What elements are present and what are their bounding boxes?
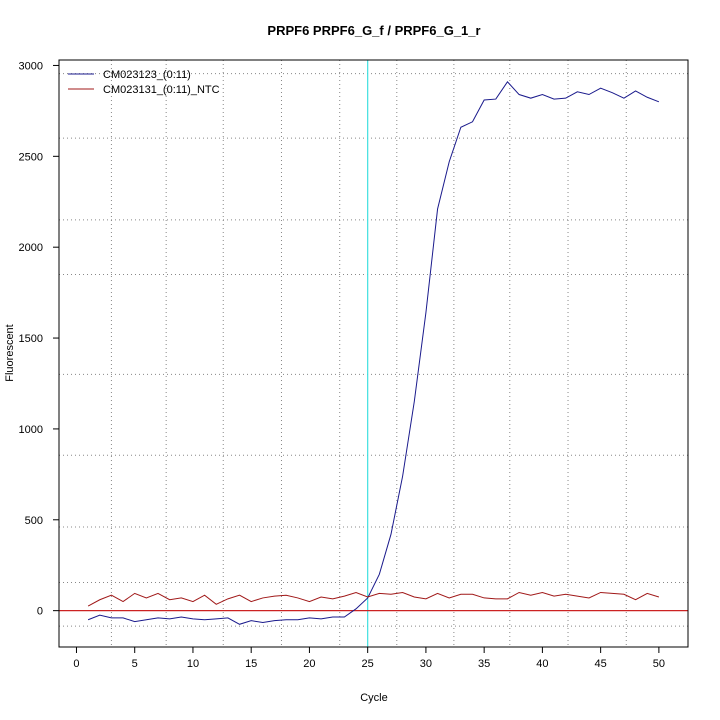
series-lines <box>87 81 660 625</box>
x-tick-label: 40 <box>536 658 548 670</box>
x-tick-label: 35 <box>478 658 490 670</box>
y-tick-label: 3000 <box>19 60 43 72</box>
x-tick-label: 50 <box>653 658 665 670</box>
x-axis-title: Cycle <box>360 692 388 704</box>
plot-frame <box>58 59 689 648</box>
legend: CM023123_(0:11) CM023131_(0:11)_NTC <box>68 69 220 96</box>
y-tick-label: 1000 <box>19 424 43 436</box>
x-tick-label: 0 <box>73 658 79 670</box>
reference-lines <box>59 60 688 647</box>
legend-label-2: CM023131_(0:11)_NTC <box>103 84 220 96</box>
y-tick-label: 2500 <box>19 151 43 163</box>
y-tick-label: 1500 <box>19 333 43 345</box>
y-tick-label: 2000 <box>19 242 43 254</box>
legend-label-1: CM023123_(0:11) <box>103 69 191 81</box>
x-tick-label: 10 <box>187 658 199 670</box>
x-tick-label: 20 <box>303 658 315 670</box>
series-line-1 <box>87 81 660 625</box>
y-axis: 0 500 1000 1500 2000 2500 3000 <box>19 60 59 618</box>
y-axis-title: Fluorescent <box>4 324 16 381</box>
x-tick-label: 5 <box>132 658 138 670</box>
y-tick-label: 500 <box>25 515 43 527</box>
x-tick-label: 25 <box>362 658 374 670</box>
grid <box>59 60 688 647</box>
x-tick-label: 15 <box>245 658 257 670</box>
series-line-2 <box>87 591 660 607</box>
chart-title: PRPF6 PRPF6_G_f / PRPF6_G_1_r <box>267 23 480 38</box>
y-tick-label: 0 <box>37 606 43 618</box>
x-tick-label: 45 <box>595 658 607 670</box>
x-axis: 0 5 10 15 20 25 30 35 40 45 50 <box>73 647 665 670</box>
x-tick-label: 30 <box>420 658 432 670</box>
